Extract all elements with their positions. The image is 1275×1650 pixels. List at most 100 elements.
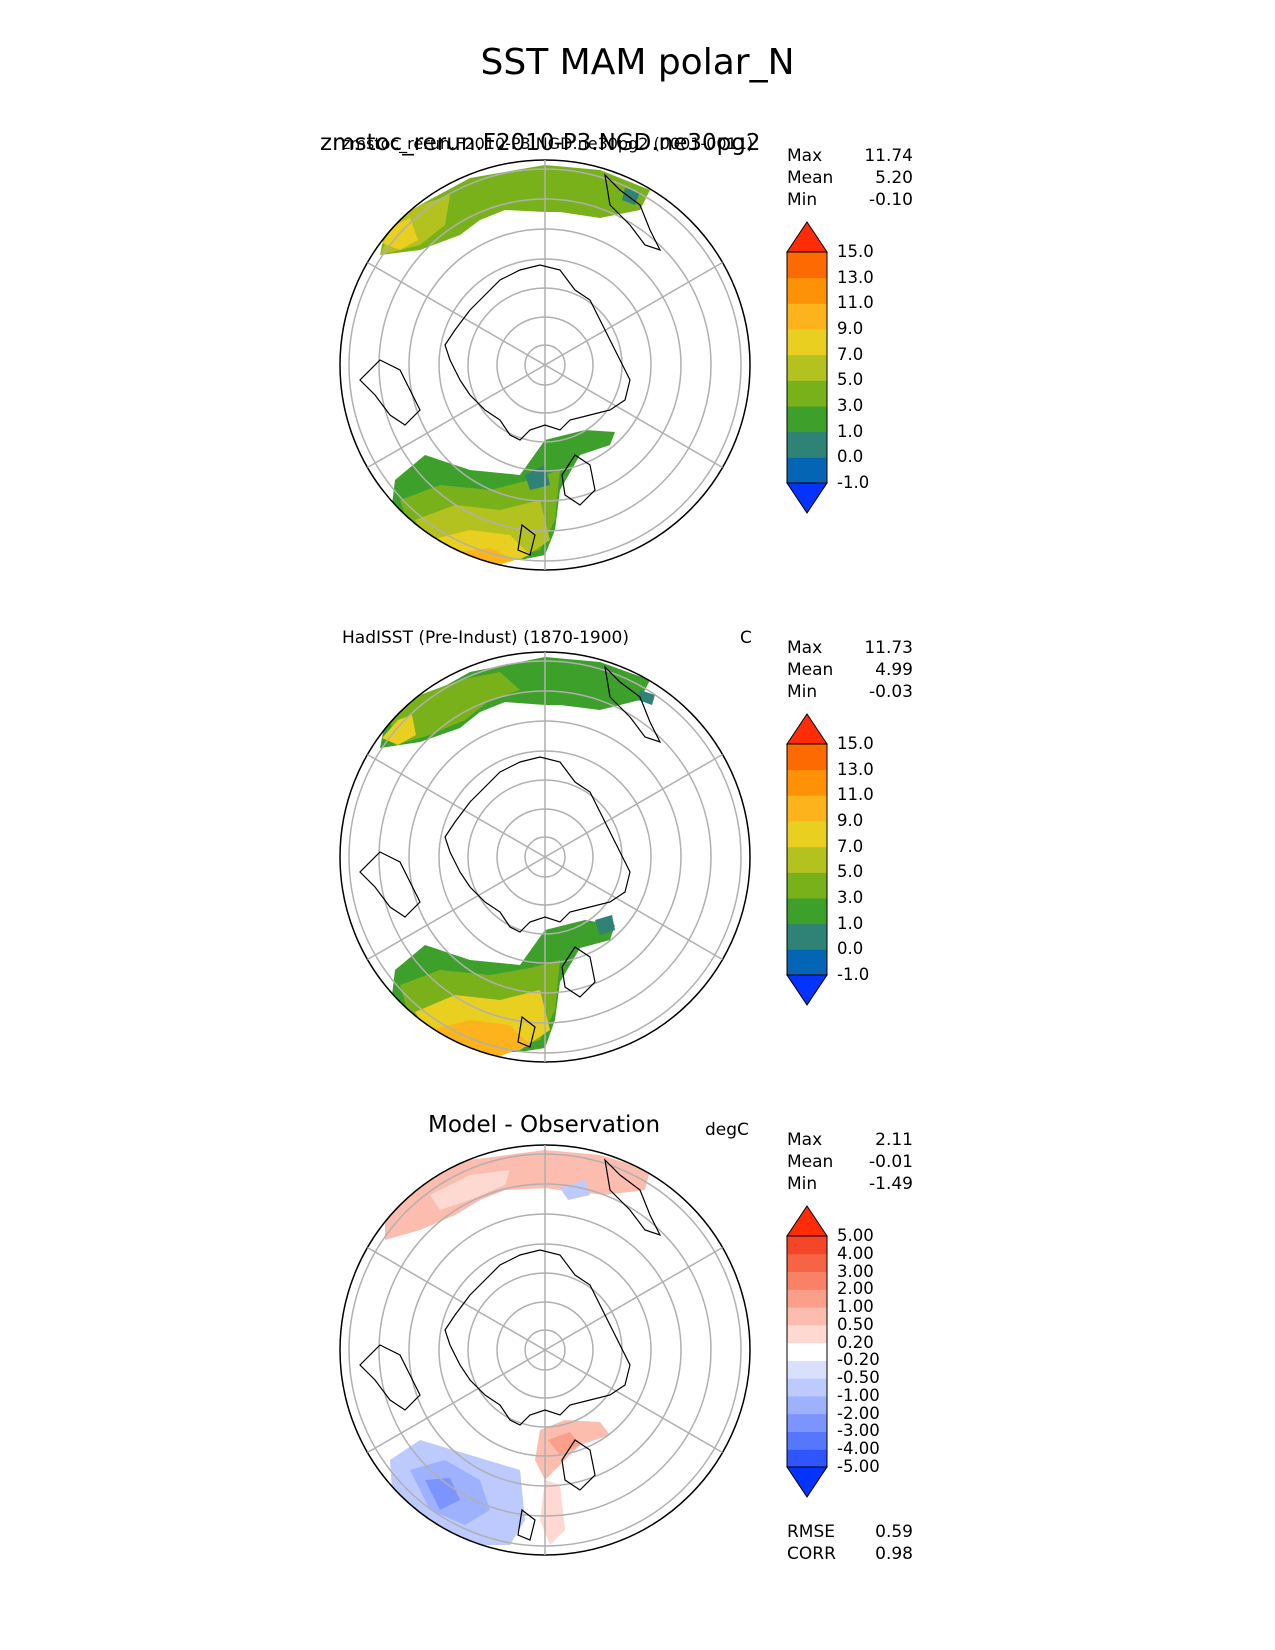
panel2-colorbar-segment: [787, 872, 827, 899]
panel3-max-label: Max: [787, 1130, 823, 1150]
panel2-sst-barents-teal: [595, 915, 615, 935]
panel2-colorbar-segment: [787, 744, 827, 771]
panel3-diff-pacific-lightpink: [430, 1170, 510, 1210]
panel2-title: HadISST (Pre-Indust) (1870-1900): [342, 628, 630, 648]
panel3-colorbar-tick-label: 0.20: [837, 1332, 874, 1352]
panel1-min-value: -0.10: [869, 190, 913, 210]
panel1-colorbar-segment: [787, 303, 827, 330]
panel1-mean-value: 5.20: [875, 168, 913, 188]
panel1-max-value: 11.74: [864, 146, 913, 166]
panel1-mean-label: Mean: [787, 168, 834, 188]
panel3-diff-atlantic-blue-deep: [425, 1478, 460, 1510]
panel3-colorbar-tick-label: -1.00: [837, 1385, 880, 1405]
panel3-min-label: Min: [787, 1174, 818, 1194]
panel1-colorbar-tick-label: 9.0: [837, 319, 864, 338]
panel2-coastlines: [359, 665, 662, 1048]
panel3-colorbar-segment: [787, 1271, 827, 1290]
panel2-colorbar-tick-label: -1.0: [837, 965, 870, 984]
panel3-colorbar-tick-label: -5.00: [837, 1457, 880, 1476]
panel2-sst-pacific-olive: [390, 672, 520, 745]
panel1-colorbar-segment: [787, 380, 827, 407]
panel3-colorbar-tick-label: 3.00: [837, 1261, 874, 1281]
panel1-colorbar-frame: [786, 251, 828, 484]
panel2-colorbar-tick-label: 5.0: [837, 862, 864, 882]
panel1-colorbar-tick-label: 1.0: [837, 421, 864, 441]
panel2-colorbar-tick-label: 13.0: [837, 759, 874, 779]
panel3-colorbar-tick-label: -2.00: [837, 1403, 880, 1423]
panel3-mean-label: Mean: [787, 1152, 834, 1172]
panel3-colorbar-segment: [787, 1395, 827, 1415]
panel1-coastlines: [359, 173, 662, 556]
panel3-colorbar-tick-label: 2.00: [837, 1279, 874, 1299]
panel3-diff-barents-red: [548, 1432, 580, 1455]
panel3-colorbar-tick-label: -4.00: [837, 1439, 880, 1459]
panel3-mean-value: -0.01: [869, 1152, 913, 1172]
panel2-colorbar-segment: [787, 795, 827, 822]
panel1-title-small: zmstoc_rerun.F2010-P3.NGD.ne30pg2 (0001-…: [342, 134, 754, 153]
panel3-colorbar-segment: [787, 1449, 827, 1468]
panel1-sst-pacific-teal: [622, 188, 640, 205]
panel2-colorbar-upper-extend: [786, 713, 828, 745]
panel1-graticule: [348, 160, 742, 570]
panel3-colorbar-tick-label: -3.00: [837, 1421, 880, 1441]
panel3-units: degC: [705, 1120, 749, 1140]
panel3-colorbar-segment: [787, 1431, 827, 1450]
panel2-colorbar-lower-extend: [786, 974, 828, 1006]
panel3-diff-pacific-pink: [385, 1150, 650, 1240]
panel1-colorbar-tick-label: -1.0: [837, 473, 870, 492]
panel2-colorbar-tick-label: 11.0: [837, 785, 874, 805]
panel2-colorbar-tick-label: 15.0: [837, 734, 874, 753]
panel3-corr-label: CORR: [787, 1544, 836, 1564]
panel2-map: [339, 651, 751, 1063]
panel2-colorbar-frame: [786, 743, 828, 976]
panel3-graticule: [348, 1145, 742, 1555]
panel2-units: C: [740, 628, 752, 648]
panel1-sst-atlantic-orange: [450, 548, 515, 568]
panel3-rmse-value: 0.59: [875, 1522, 913, 1542]
panel2-min-value: -0.03: [869, 682, 913, 702]
panel3-colorbar-segment: [787, 1324, 827, 1344]
panel1-min-label: Min: [787, 190, 818, 210]
panel1-colorbar-segment: [787, 277, 827, 304]
panel1-title-large: zmstoc_rerun.F2010-P3.NGD.ne30pg2: [320, 130, 761, 156]
panel1-sst-pacific-north: [380, 165, 650, 255]
panel1-colorbar-tick-label: 7.0: [837, 344, 864, 364]
panel3-colorbar-segment: [787, 1342, 827, 1361]
panel3-diff-barents-pink: [535, 1420, 610, 1480]
panel1-colorbar-segment: [787, 354, 827, 381]
panel2-colorbar-segment: [787, 821, 827, 848]
panel3-colorbar-segment: [787, 1289, 827, 1308]
panel1-colorbar-tick-label: 13.0: [837, 267, 874, 287]
panel3-coastlines: [359, 1158, 662, 1541]
panel3-colorbar-segment: [787, 1253, 827, 1273]
panel1-colorbar-tick-label: 3.0: [837, 396, 864, 415]
panel1-colorbar-segment: [787, 431, 827, 458]
panel3-rmse-label: RMSE: [787, 1522, 836, 1542]
panel3-colorbar-segment: [787, 1413, 827, 1432]
panel3-colorbar-segment: [787, 1378, 827, 1397]
panel3-colorbar-tick-label: 0.50: [837, 1314, 874, 1334]
panel3-max-value: 2.11: [875, 1130, 913, 1150]
panel3-colorbar-lower-extend: [786, 1466, 828, 1498]
panel3-colorbar-tick-label: 5.00: [837, 1226, 874, 1245]
panel3-colorbar-frame: [786, 1235, 828, 1468]
panel3-colorbar-segment: [787, 1307, 827, 1326]
panel2-colorbar-segment: [787, 949, 827, 976]
panel1-colorbar-tick-label: 15.0: [837, 242, 874, 261]
panel1-colorbar-segment: [787, 329, 827, 356]
panel1-colorbar-segment: [787, 457, 827, 484]
panel3-colorbar-segment: [787, 1360, 827, 1379]
panel3-min-value: -1.49: [869, 1174, 913, 1194]
panel2-colorbar-tick-label: 0.0: [837, 939, 864, 959]
panel2-colorbar-segment: [787, 769, 827, 796]
panel3-title: Model - Observation: [428, 1112, 661, 1138]
panel1-colorbar-upper-extend: [786, 221, 828, 253]
panel1-colorbar-lower-extend: [786, 482, 828, 514]
panel1-colorbar-segment: [787, 252, 827, 279]
panel2-colorbar-tick-label: 1.0: [837, 913, 864, 933]
panel2-colorbar-segment: [787, 898, 827, 925]
panel1-colorbar-tick-label: 5.0: [837, 370, 864, 390]
panel3-colorbar-tick-label: 1.00: [837, 1297, 874, 1317]
panel2-colorbar-segment: [787, 923, 827, 950]
